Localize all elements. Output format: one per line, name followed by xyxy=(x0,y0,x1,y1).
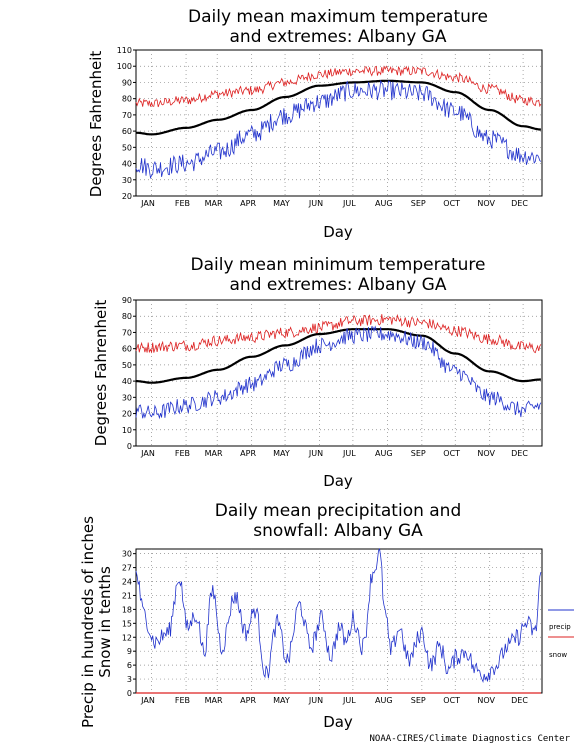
x-tick-label: JUL xyxy=(342,449,356,458)
y-axis-label: Degrees Fahrenheit xyxy=(87,51,105,198)
x-tick-label: JUN xyxy=(308,449,323,458)
x-tick-label: DEC xyxy=(511,696,528,705)
x-tick-label: DEC xyxy=(511,199,528,208)
x-tick-label: MAR xyxy=(205,199,223,208)
x-axis-label: Day xyxy=(323,713,353,731)
x-tick-label: NOV xyxy=(477,449,495,458)
x-tick-label: DEC xyxy=(511,449,528,458)
x-tick-label: APR xyxy=(240,449,256,458)
x-tick-label: MAY xyxy=(273,696,290,705)
y-tick-label: 60 xyxy=(122,345,132,354)
x-tick-label: AUG xyxy=(375,696,393,705)
chart-title-line2: and extremes: Albany GA xyxy=(230,27,447,47)
series-line-low-extreme xyxy=(135,325,542,420)
y-tick-label: 18 xyxy=(122,605,132,614)
x-tick-label: NOV xyxy=(477,199,495,208)
x-tick-label: OCT xyxy=(443,199,460,208)
x-tick-label: FEB xyxy=(175,199,190,208)
x-tick-label: JUN xyxy=(308,696,323,705)
y-tick-label: 30 xyxy=(122,550,132,559)
y-tick-label: 90 xyxy=(122,296,132,305)
series-line-high-extreme xyxy=(135,313,542,354)
y-tick-label: 24 xyxy=(122,578,132,587)
plot-frame xyxy=(135,548,543,694)
chart-title-line2: and extremes: Albany GA xyxy=(230,275,447,295)
chart-title-line1: Daily mean precipitation and xyxy=(215,501,462,521)
max-temperature-chart: Daily mean maximum temperature and extre… xyxy=(87,7,543,241)
x-tick-label: OCT xyxy=(443,696,460,705)
plot-frame xyxy=(135,49,543,197)
y-tick-label: 3 xyxy=(127,675,132,684)
precipitation-chart: Daily mean precipitation and snowfall: A… xyxy=(79,501,574,731)
y-tick-label: 40 xyxy=(122,377,132,386)
chart-title-line1: Daily mean minimum temperature xyxy=(191,255,486,275)
y-tick-label: 60 xyxy=(122,127,132,136)
x-tick-label: JAN xyxy=(140,696,155,705)
legend-precip-label: precip xyxy=(549,623,571,631)
y-axis-label-line1: Precip in hundreds of inches xyxy=(79,516,97,728)
credit-text: NOAA-CIRES/Climate Diagnostics Center xyxy=(370,734,571,744)
x-tick-label: FEB xyxy=(175,696,190,705)
y-axis-label-line2: Snow in tenths xyxy=(96,566,114,678)
x-tick-label: SEP xyxy=(411,199,426,208)
x-tick-label: SEP xyxy=(411,449,426,458)
min-temperature-chart: Daily mean minimum temperature and extre… xyxy=(92,255,543,490)
y-tick-label: 110 xyxy=(117,46,132,55)
x-tick-label: AUG xyxy=(375,199,393,208)
y-tick-label: 20 xyxy=(122,410,132,419)
x-tick-label: JAN xyxy=(140,199,155,208)
x-tick-label: AUG xyxy=(375,449,393,458)
plot-frame xyxy=(135,299,543,447)
y-tick-label: 70 xyxy=(122,328,132,337)
series-line-precip xyxy=(135,547,542,684)
y-tick-label: 15 xyxy=(122,619,132,628)
series-line-mean xyxy=(135,79,541,136)
x-tick-label: MAY xyxy=(273,449,290,458)
x-axis-label: Day xyxy=(323,223,353,241)
y-tick-label: 6 xyxy=(127,661,132,670)
x-tick-label: APR xyxy=(240,199,256,208)
y-tick-label: 70 xyxy=(122,111,132,120)
x-tick-label: JUL xyxy=(342,199,356,208)
x-tick-label: JUL xyxy=(342,696,356,705)
x-tick-label: NOV xyxy=(477,696,495,705)
x-tick-label: OCT xyxy=(443,449,460,458)
y-tick-label: 10 xyxy=(122,426,132,435)
y-tick-label: 90 xyxy=(122,78,132,87)
legend-snow-label: snow xyxy=(549,651,567,659)
x-tick-label: JUN xyxy=(308,199,323,208)
x-tick-label: MAR xyxy=(205,696,223,705)
y-tick-label: 40 xyxy=(122,160,132,169)
x-tick-label: MAR xyxy=(205,449,223,458)
y-tick-label: 20 xyxy=(122,192,132,201)
y-tick-label: 30 xyxy=(122,393,132,402)
x-axis-label: Day xyxy=(323,472,353,490)
x-tick-label: FEB xyxy=(175,449,190,458)
y-tick-label: 0 xyxy=(127,689,132,698)
series-line-high-extreme xyxy=(135,65,542,108)
y-tick-label: 9 xyxy=(127,647,132,656)
y-axis-label: Degrees Fahrenheit xyxy=(92,300,110,447)
chart-title-line2: snowfall: Albany GA xyxy=(253,521,423,541)
y-tick-label: 27 xyxy=(122,564,132,573)
y-tick-label: 0 xyxy=(127,442,132,451)
x-tick-label: SEP xyxy=(411,696,426,705)
y-tick-label: 80 xyxy=(122,312,132,321)
x-tick-label: MAY xyxy=(273,199,290,208)
series-line-low-extreme xyxy=(135,79,542,180)
y-tick-label: 50 xyxy=(122,361,132,370)
y-tick-label: 12 xyxy=(122,633,132,642)
x-tick-label: APR xyxy=(240,696,256,705)
y-tick-label: 21 xyxy=(122,591,132,600)
x-tick-label: JAN xyxy=(140,449,155,458)
chart-title-line1: Daily mean maximum temperature xyxy=(188,7,488,27)
y-tick-label: 30 xyxy=(122,176,132,185)
y-tick-label: 80 xyxy=(122,95,132,104)
y-tick-label: 100 xyxy=(117,62,132,71)
y-tick-label: 50 xyxy=(122,143,132,152)
series-line-mean xyxy=(136,328,541,384)
